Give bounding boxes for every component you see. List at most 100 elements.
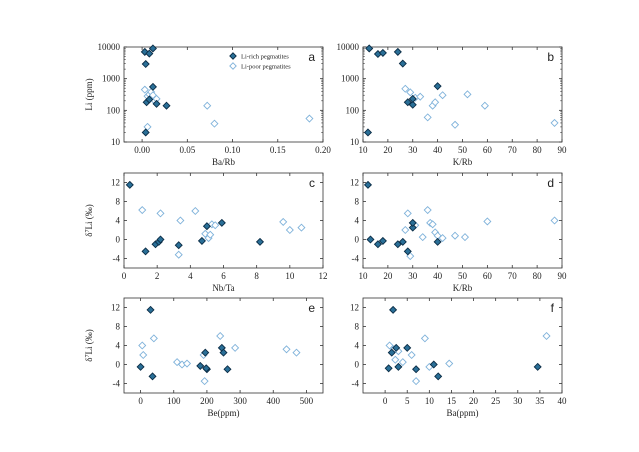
x-tick-label: 0	[383, 396, 388, 406]
y-tick-label: 8	[116, 322, 121, 332]
li-poor-point	[391, 355, 400, 364]
li-rich-point	[156, 235, 165, 244]
x-tick-label: 200	[200, 396, 214, 406]
x-tick-label: 0.20	[315, 145, 331, 155]
y-tick-label: 4	[355, 341, 360, 351]
li-poor-point	[173, 358, 182, 367]
li-rich-point	[389, 305, 398, 314]
li-poor-point	[216, 331, 225, 341]
y-tick-label: -4	[352, 254, 360, 264]
li-poor-point	[428, 220, 437, 229]
y-tick-label: 10	[111, 137, 121, 147]
x-tick-label: 0	[138, 396, 143, 406]
y-tick-label: 12	[350, 178, 359, 188]
x-tick-label: 70	[508, 145, 518, 155]
x-tick-label: 0.05	[179, 145, 195, 155]
panel-b: 10 20 30 40 50 60 70 80 90 10 100 1000 10000 K/Rb b	[337, 42, 568, 167]
y-tick-label: 10000	[337, 42, 360, 52]
legend-rich-marker	[229, 52, 237, 60]
li-poor-point	[138, 206, 147, 215]
y-tick-label: 1000	[341, 74, 360, 84]
y-tick-label: 4	[116, 341, 121, 351]
x-tick-label: 10	[359, 271, 369, 281]
li-poor-point	[451, 120, 460, 129]
y-tick-label: -4	[113, 379, 121, 389]
li-rich-point	[148, 82, 157, 91]
y-tick-label: 8	[355, 197, 360, 207]
li-poor-point	[156, 209, 165, 218]
li-poor-point	[305, 114, 314, 123]
li-rich-point	[255, 237, 265, 246]
li-poor-point	[138, 341, 147, 350]
li-poor-point	[550, 216, 559, 225]
panel-f: 0 5 10 15 20 25 30 35 40 -4 0 4 8 12 Ba(ppm) f	[350, 297, 567, 418]
x-axis-label: K/Rb	[453, 157, 473, 167]
li-poor-point	[401, 84, 410, 93]
y-tick-label: 12	[350, 303, 359, 313]
panel-letter: e	[308, 301, 315, 315]
x-tick-label: 2	[155, 271, 160, 281]
li-rich-point	[148, 372, 157, 381]
li-rich-point	[145, 95, 154, 104]
x-tick-label: 20	[383, 145, 393, 155]
x-tick-label: 30	[513, 396, 523, 406]
panel-letter: a	[308, 50, 315, 64]
li-rich-point	[392, 343, 401, 352]
li-rich-point	[378, 48, 387, 57]
li-poor-point	[182, 359, 192, 368]
li-poor-point	[463, 90, 472, 99]
x-tick-label: 70	[508, 271, 518, 281]
y-tick-label: 8	[116, 197, 121, 207]
li-rich-point	[378, 236, 387, 245]
li-poor-point	[445, 359, 454, 368]
li-rich-point	[125, 180, 134, 189]
li-rich-point	[174, 241, 183, 250]
li-rich-point	[433, 82, 442, 91]
x-tick-label: 30	[408, 271, 418, 281]
x-tick-label: 4	[188, 271, 193, 281]
li-poor-point	[438, 91, 447, 100]
li-poor-point	[174, 250, 183, 259]
li-rich-point	[408, 94, 417, 103]
plot-frame	[362, 172, 563, 269]
li-poor-point	[438, 234, 447, 243]
plot-frame	[123, 46, 324, 143]
x-tick-label: 0.00	[134, 145, 150, 155]
li-rich-point	[365, 44, 374, 53]
y-tick-label: 8	[355, 322, 360, 332]
x-tick-label: 30	[408, 145, 418, 155]
y-tick-label: 4	[116, 216, 121, 226]
panel-d: 10 20 30 40 50 60 70 80 90 -4 0 4 8 12 K/Rb d	[350, 172, 567, 293]
x-tick-label: 400	[267, 396, 281, 406]
li-poor-point	[149, 334, 158, 343]
li-poor-point	[542, 331, 551, 341]
x-tick-label: 20	[383, 271, 393, 281]
li-poor-point	[201, 229, 210, 238]
x-axis-label: K/Rb	[453, 283, 473, 293]
li-poor-point	[176, 216, 185, 225]
x-tick-label: 60	[483, 271, 493, 281]
y-tick-label: 12	[111, 303, 120, 313]
y-tick-label: 0	[355, 235, 360, 245]
x-tick-label: 50	[458, 145, 468, 155]
x-tick-label: 12	[319, 271, 328, 281]
legend-poor-marker	[229, 62, 237, 70]
x-tick-label: 100	[167, 396, 181, 406]
li-poor-point	[480, 101, 489, 110]
li-poor-point	[385, 341, 394, 350]
x-tick-label: 25	[491, 396, 501, 406]
li-rich-point	[162, 101, 171, 110]
x-tick-label: 10	[359, 145, 369, 155]
li-poor-point	[416, 92, 425, 101]
li-poor-point	[403, 209, 412, 218]
y-tick-label: 10000	[98, 42, 121, 52]
li-rich-point	[403, 247, 412, 256]
li-poor-point	[200, 377, 209, 386]
y-axis-label: δ7Li (‰)	[84, 204, 94, 237]
li-poor-point	[407, 350, 416, 360]
li-rich-point	[141, 59, 150, 69]
li-poor-point	[550, 118, 559, 127]
li-rich-point	[141, 128, 150, 137]
panel-letter: d	[547, 176, 554, 190]
li-poor-point	[423, 206, 432, 215]
